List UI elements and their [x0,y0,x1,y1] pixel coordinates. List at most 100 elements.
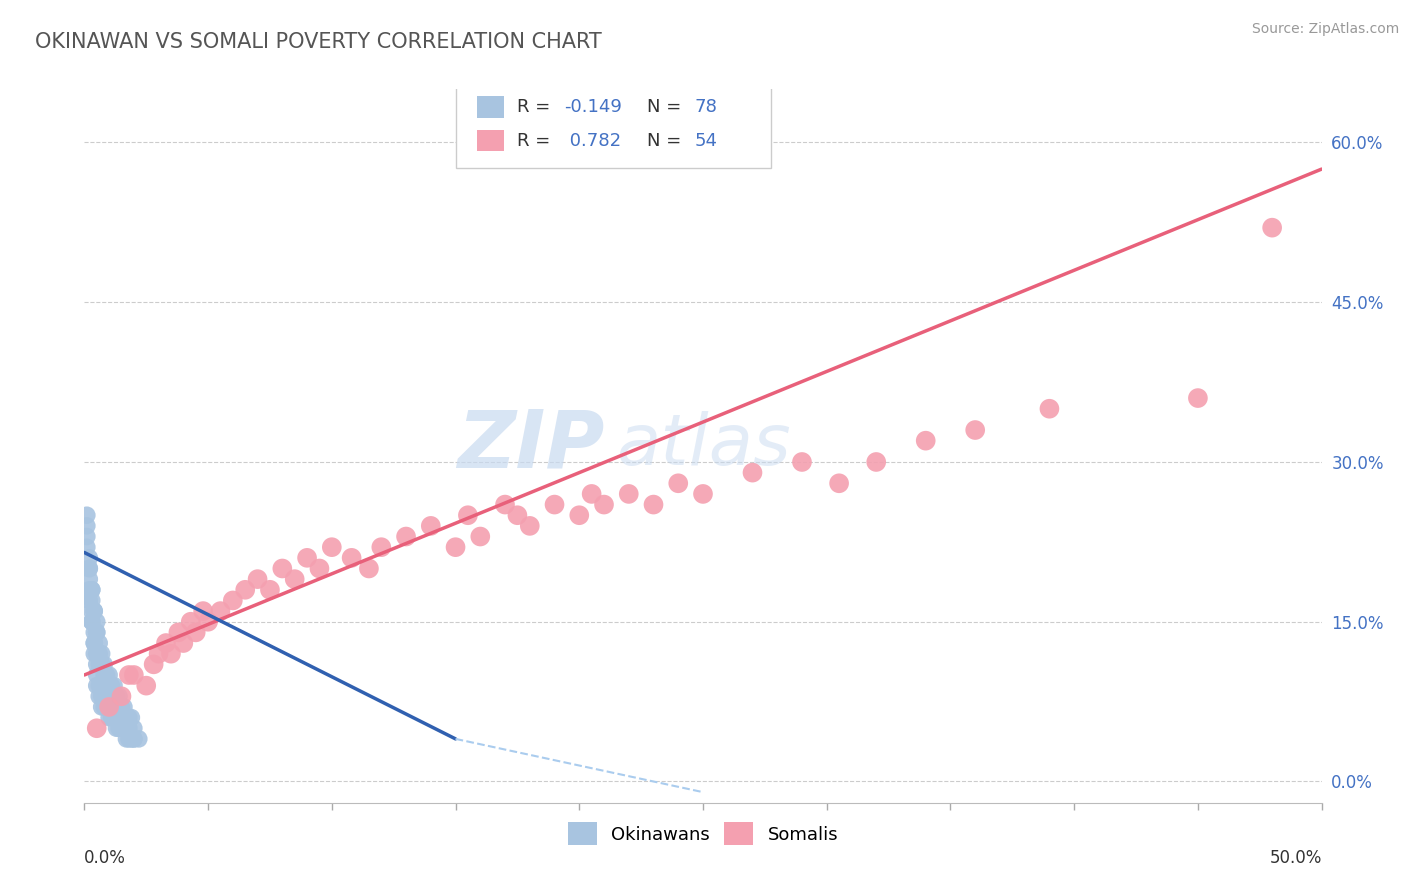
Point [184,625,207,640]
Text: 78: 78 [695,98,717,116]
Point [233,582,256,597]
Point [271,561,294,575]
Point [96,700,118,714]
Point [568,508,591,523]
Point [110,700,132,714]
Bar [477,130,503,152]
Point [76,508,98,523]
Point [155,636,177,650]
Point [93,668,115,682]
Point [83,636,105,650]
Point [543,498,565,512]
Point [519,519,541,533]
Point [90,690,112,704]
Point [118,731,141,746]
Point [76,529,98,543]
Point [90,657,112,672]
Text: 54: 54 [695,132,717,150]
Text: N =: N = [647,98,688,116]
Point [79,550,101,565]
Point [965,423,987,437]
Point [96,679,118,693]
Point [86,625,108,640]
Point [110,721,132,735]
Point [135,679,157,693]
Text: N =: N = [647,132,688,150]
Point [86,625,108,640]
Point [118,668,141,682]
Text: 0.782: 0.782 [564,132,621,150]
Point [506,508,529,523]
Point [790,455,813,469]
Point [98,690,121,704]
Point [83,636,105,650]
Point [167,625,190,640]
Point [209,604,232,618]
Text: 0.0%: 0.0% [84,849,127,867]
Point [581,487,603,501]
Point [89,690,111,704]
Point [103,710,125,724]
Point [103,679,125,693]
Point [112,700,135,714]
Point [90,700,112,714]
Point [83,625,105,640]
Point [494,498,516,512]
Point [76,519,98,533]
Point [160,647,183,661]
Point [83,647,105,661]
Point [865,455,887,469]
Point [128,731,150,746]
Text: OKINAWAN VS SOMALI POVERTY CORRELATION CHART: OKINAWAN VS SOMALI POVERTY CORRELATION C… [35,32,602,52]
Point [90,647,112,661]
Point [120,710,142,724]
Point [89,636,111,650]
Point [741,466,763,480]
Point [191,604,214,618]
Point [118,721,141,735]
Point [86,615,108,629]
Point [98,700,121,714]
Point [457,508,479,523]
Point [80,615,103,629]
Text: atlas: atlas [616,411,792,481]
Point [98,700,121,714]
Point [643,498,665,512]
Point [105,690,128,704]
Point [110,710,132,724]
Point [259,582,281,597]
Point [122,731,145,746]
Point [593,498,616,512]
Point [321,540,343,554]
Point [108,690,131,704]
Point [79,561,101,575]
Point [93,657,115,672]
Point [357,561,380,575]
Point [444,540,467,554]
Point [93,700,115,714]
Point [115,731,138,746]
Point [86,668,108,682]
Point [148,647,170,661]
Point [79,582,101,597]
Point [103,700,125,714]
Point [284,572,307,586]
Point [105,710,128,724]
Point [370,540,392,554]
Point [666,476,689,491]
Point [395,529,418,543]
Point [122,731,145,746]
Point [142,657,165,672]
Point [98,710,121,724]
Point [1187,391,1209,405]
Point [122,721,145,735]
Point [110,690,132,704]
Point [115,721,138,735]
Text: ZIP: ZIP [457,407,605,485]
Point [222,593,245,607]
Point [89,657,111,672]
Point [308,561,330,575]
Point [115,710,138,724]
Point [470,529,492,543]
Point [617,487,640,501]
